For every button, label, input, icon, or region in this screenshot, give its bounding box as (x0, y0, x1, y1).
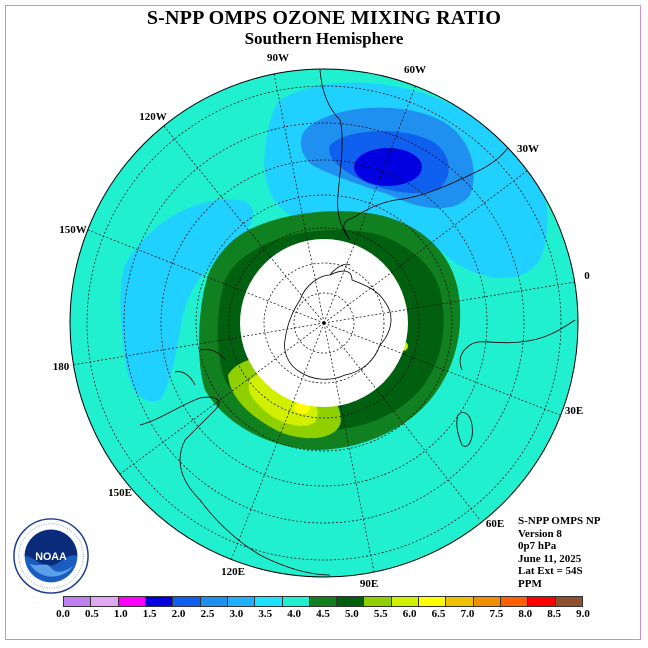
colorbar-tick-label: 5.0 (345, 608, 359, 620)
map-title: S-NPP OMPS OZONE MIXING RATIO (146, 7, 502, 29)
colorbar-cell (118, 596, 146, 607)
colorbar-cell (309, 596, 338, 607)
south-america-coastline (319, 69, 521, 241)
lon-label-120e: 120E (221, 566, 245, 578)
info-date: June 11, 2025 (518, 552, 582, 565)
colorbar-ticks: 0.0 0.5 1.0 1.5 2.0 2.5 3.0 3.5 4.0 4.5 5.0 5.5 6.0 6… (56, 608, 590, 622)
colorbar-cell (63, 596, 92, 607)
noaa-logo: NOAA (13, 518, 89, 594)
colorbar-cell (145, 596, 174, 607)
colorbar-tick-label: 9.0 (576, 608, 590, 620)
colorbar-tick-label: 4.5 (316, 608, 330, 620)
colorbar-cell (364, 596, 392, 607)
australia-coastline (139, 396, 331, 576)
ozone-region-1.5 (354, 148, 422, 186)
colorbar-tick-label: 1.0 (113, 608, 128, 620)
info-pressure: 0p7 hPa (518, 540, 557, 553)
colorbar-cell (446, 596, 474, 607)
colorbar-tick-label: 6.5 (431, 608, 446, 620)
lon-label-0: 0 (584, 270, 590, 282)
colorbar-cell (473, 596, 501, 607)
info-block: S-NPP OMPS NP Version 8 0p7 hPa June 11,… (518, 515, 601, 591)
colorbar-tick-label: 2.5 (200, 608, 215, 620)
info-instrument: S-NPP OMPS NP (518, 515, 601, 527)
colorbar-cell (200, 596, 228, 607)
colorbar-tick-label: 2.0 (171, 608, 186, 620)
lon-label-120w: 120W (139, 111, 167, 123)
colorbar-tick-label: 0.0 (56, 608, 70, 620)
colorbar-cell (91, 596, 119, 607)
colorbar-cell (501, 596, 529, 607)
colorbar-tick-label: 8.0 (518, 608, 533, 620)
noaa-logo-text: NOAA (35, 551, 67, 563)
colorbar-cell (282, 596, 310, 607)
south-pole-marker (322, 321, 326, 325)
ozone-region-3.0-west (120, 199, 253, 402)
colorbar-cell (255, 596, 283, 607)
lon-label-150e: 150E (108, 487, 132, 499)
longitude-grid (71, 69, 576, 577)
madagascar-coastline (456, 412, 473, 447)
lon-label-60w: 60W (404, 64, 426, 76)
colorbar-tick-label: 3.0 (229, 608, 244, 620)
info-units: PPM (518, 577, 542, 590)
colorbar-tick-label: 3.5 (258, 608, 273, 620)
colorbar-tick-label: 7.5 (489, 608, 504, 620)
lon-label-150w: 150W (59, 224, 87, 236)
lon-label-30e: 30E (565, 405, 583, 417)
colorbar-tick-label: 0.5 (85, 608, 99, 620)
colorbar-tick-label: 4.0 (287, 608, 301, 620)
info-lat-ext: Lat Ext = 54S (518, 565, 583, 578)
colorbar-tick-label: 7.0 (460, 608, 475, 620)
colorbar-cell (337, 596, 365, 607)
colorbar-tick-label: 5.5 (373, 608, 388, 620)
info-version: Version 8 (518, 527, 562, 540)
map-boundary (69, 68, 579, 578)
colorbar-cell (555, 596, 583, 607)
colorbar-cell (419, 596, 447, 607)
lon-label-60e: 60E (486, 518, 504, 530)
colorbar-tick-label: 6.0 (402, 608, 417, 620)
colorbar-tick-label: 8.5 (547, 608, 561, 620)
new-zealand-coastline (174, 349, 226, 386)
africa-coastline (459, 319, 576, 371)
colorbar-cell (227, 596, 256, 607)
colorbar-cell (391, 596, 420, 607)
colorbar-tick-label: 1.5 (142, 608, 157, 620)
lon-label-30w: 30W (517, 143, 539, 155)
latitude-grid (86, 85, 562, 561)
colorbar-cell (528, 596, 556, 607)
colorbar-cell (173, 596, 201, 607)
colorbar (63, 596, 583, 607)
lon-label-90e: 90E (360, 578, 378, 590)
map-subtitle: Southern Hemisphere (244, 29, 404, 48)
lon-label-90w: 90W (267, 52, 289, 64)
lon-label-180: 180 (53, 361, 70, 373)
